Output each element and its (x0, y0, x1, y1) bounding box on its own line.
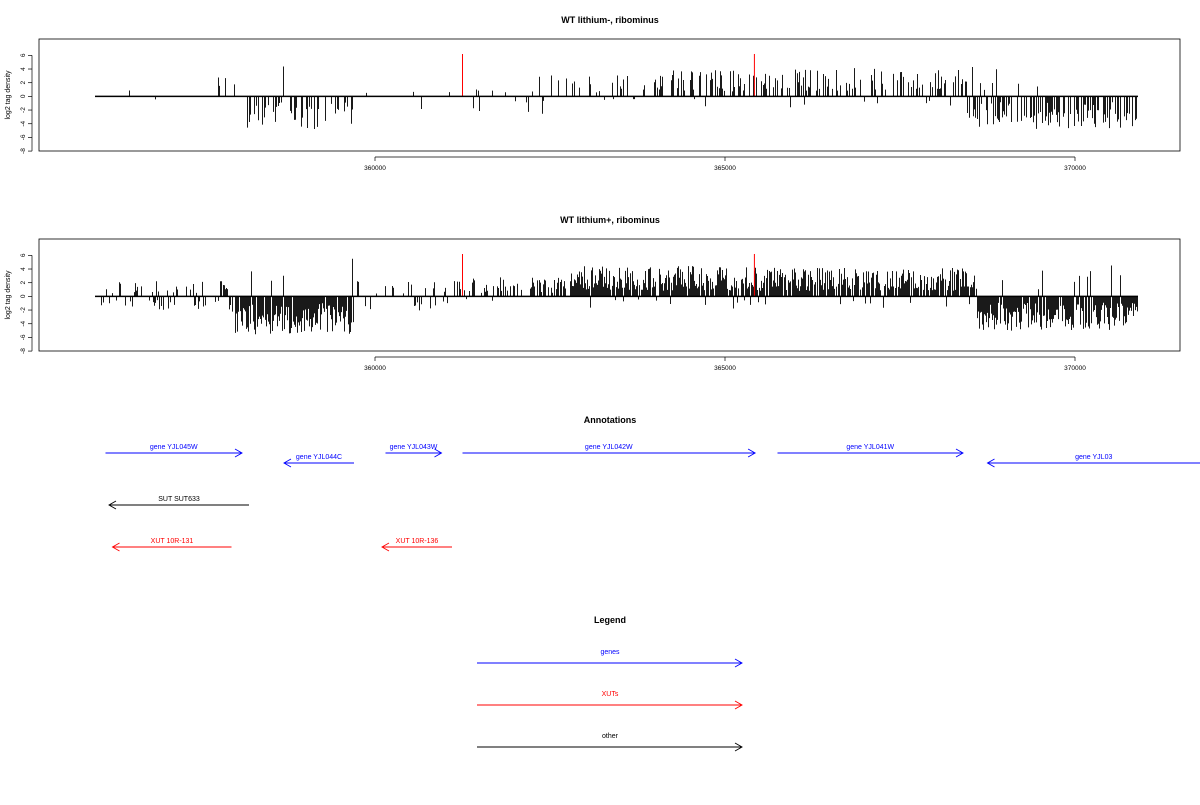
legend: Legend genes XUTs other (477, 615, 742, 751)
x-axis: 360000 365000 370000 (364, 157, 1086, 172)
feature-label: SUT SUT633 (158, 496, 200, 503)
x-tick-label: 365000 (714, 365, 736, 372)
y-tick-label: 4 (20, 267, 27, 271)
y-axis-label: log2 tag density (5, 270, 12, 320)
feature-label: gene YJL042W (585, 444, 633, 451)
annotation-feature: XUT 10R-131 (113, 538, 232, 551)
annotation-feature: gene YJL042W (463, 444, 756, 457)
feature-label: XUT 10R-131 (151, 538, 194, 545)
feature-label: gene YJL045W (150, 444, 198, 451)
annotation-feature: XUT 10R-136 (382, 538, 452, 551)
y-tick-label: -6 (20, 134, 27, 140)
y-tick-label: -4 (20, 120, 27, 126)
legend-entry: XUTs (477, 691, 742, 709)
y-tick-label: -8 (20, 148, 27, 154)
annotation-feature: gene YJL041W (778, 444, 964, 457)
y-tick-label: -2 (20, 107, 27, 113)
coverage-panel-lithium-plus: WT lithium+, ribominus log2 tag density … (5, 215, 1180, 372)
coverage-bars (130, 67, 1137, 130)
legend-title: Legend (594, 615, 626, 625)
x-axis: 360000 365000 370000 (364, 357, 1086, 372)
annotation-feature: gene YJL044C (284, 454, 354, 467)
legend-label: genes (600, 649, 620, 656)
annotation-feature: gene YJL03 (988, 454, 1200, 467)
y-tick-label: 0 (20, 294, 27, 298)
feature-label: gene YJL044C (296, 454, 342, 461)
annotation-features: gene YJL045W gene YJL044C gene YJL043W gene… (106, 444, 1200, 551)
panel-title: WT lithium-, ribominus (561, 15, 659, 25)
annotation-feature: gene YJL043W (386, 444, 442, 457)
feature-label: XUT 10R-136 (396, 538, 439, 545)
y-axis: -8 -6 -4 -2 0 2 4 6 (20, 253, 32, 354)
y-tick-label: 6 (20, 253, 27, 257)
y-tick-label: -2 (20, 307, 27, 313)
y-tick-label: 6 (20, 53, 27, 57)
legend-label: XUTs (602, 691, 619, 698)
annotation-feature: SUT SUT633 (109, 496, 249, 509)
y-tick-label: 4 (20, 67, 27, 71)
legend-entry: genes (477, 649, 742, 667)
y-tick-label: 0 (20, 94, 27, 98)
feature-label: gene YJL03 (1075, 454, 1112, 461)
x-tick-label: 360000 (364, 165, 386, 172)
y-tick-label: 2 (20, 281, 27, 285)
y-tick-label: -6 (20, 334, 27, 340)
y-axis-label: log2 tag density (5, 70, 12, 120)
x-tick-label: 370000 (1064, 165, 1086, 172)
y-tick-label: 2 (20, 81, 27, 85)
legend-entries: genes XUTs other (477, 649, 742, 751)
coverage-panel-lithium-minus: WT lithium-, ribominus log2 tag density … (5, 15, 1180, 172)
y-tick-label: -4 (20, 320, 27, 326)
legend-label: other (602, 733, 619, 740)
x-tick-label: 370000 (1064, 365, 1086, 372)
legend-entry: other (477, 733, 742, 751)
y-tick-label: -8 (20, 348, 27, 354)
panel-title: WT lithium+, ribominus (560, 215, 660, 225)
feature-label: gene YJL043W (390, 444, 438, 451)
feature-label: gene YJL041W (846, 444, 894, 451)
x-tick-label: 360000 (364, 365, 386, 372)
y-axis: -8 -6 -4 -2 0 2 4 6 (20, 53, 32, 154)
x-tick-label: 365000 (714, 165, 736, 172)
plot-frame (39, 39, 1180, 151)
annotations-title: Annotations (584, 415, 637, 425)
annotation-feature: gene YJL045W (106, 444, 243, 457)
